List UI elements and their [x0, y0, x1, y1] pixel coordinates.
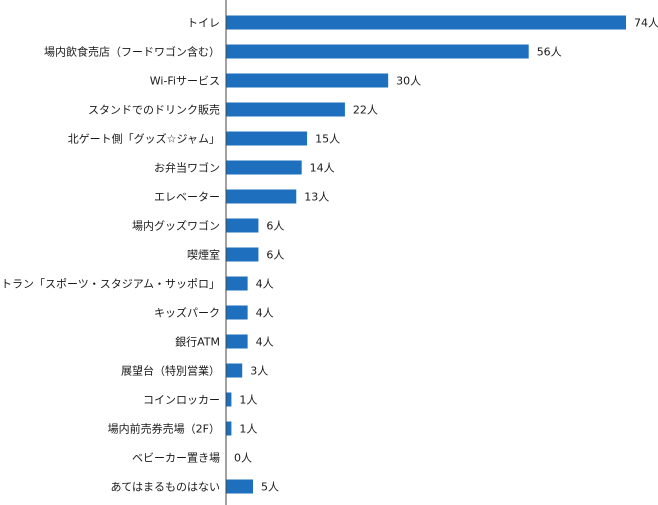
bar: [226, 44, 529, 59]
bar: [226, 247, 259, 262]
category-label: レストラン「スポーツ・スタジアム・サッポロ」: [0, 278, 220, 291]
value-label: 14人: [310, 162, 335, 175]
bar-group: [226, 15, 626, 494]
bar: [226, 363, 243, 378]
bar: [226, 102, 345, 117]
bar: [226, 160, 302, 175]
category-label: あてはまるものはない: [110, 481, 220, 494]
value-label: 30人: [396, 75, 421, 88]
bar: [226, 421, 232, 436]
value-label: 74人: [634, 17, 658, 30]
value-label: 1人: [239, 394, 257, 407]
category-label: 場内飲食売店（フードワゴン含む）: [44, 45, 220, 59]
value-label: 13人: [304, 191, 329, 204]
bar: [226, 276, 248, 291]
value-label: 4人: [256, 278, 274, 291]
value-label: 6人: [266, 220, 284, 233]
bar: [226, 218, 259, 233]
category-label: トイレ: [187, 17, 220, 30]
category-label: ベビーカー置き場: [132, 452, 220, 465]
value-label: 4人: [256, 336, 274, 349]
category-label: Wi-Fiサービス: [150, 75, 220, 88]
category-label: 銀行ATM: [175, 335, 220, 349]
value-label: 4人: [256, 307, 274, 320]
bar: [226, 73, 389, 88]
category-label: キッズパーク: [154, 306, 220, 320]
category-label: 北ゲート側「グッズ☆ジャム」: [68, 132, 220, 146]
value-label: 15人: [315, 133, 340, 146]
category-label: お弁当ワゴン: [154, 161, 220, 175]
value-label: 1人: [239, 423, 257, 436]
value-label: 56人: [537, 46, 562, 59]
value-label: 22人: [353, 104, 378, 117]
value-label: 6人: [266, 249, 284, 262]
value-label: 0人: [234, 452, 252, 465]
bar: [226, 189, 297, 204]
bar: [226, 15, 626, 30]
category-label: スタンドでのドリンク販売: [88, 104, 220, 117]
category-label: コインロッカー: [143, 394, 220, 407]
category-label: エレベーター: [154, 191, 220, 204]
category-label: 場内前売券売場（2F）: [108, 422, 220, 436]
bar: [226, 392, 232, 407]
bar: [226, 334, 248, 349]
category-label: 展望台（特別営業）: [121, 364, 220, 378]
category-label: 喫煙室: [187, 248, 220, 262]
bar: [226, 131, 308, 146]
bar: [226, 479, 254, 494]
value-label-group: 74人 56人 30人 22人 15人 14人 13人 6人 6人 4人 4人 4人 3人 1人 1人 0人 5…: [234, 17, 658, 494]
value-label: 5人: [261, 481, 279, 494]
bar: [226, 305, 248, 320]
value-label: 3人: [250, 365, 268, 378]
category-label: 場内グッズワゴン: [132, 219, 220, 233]
